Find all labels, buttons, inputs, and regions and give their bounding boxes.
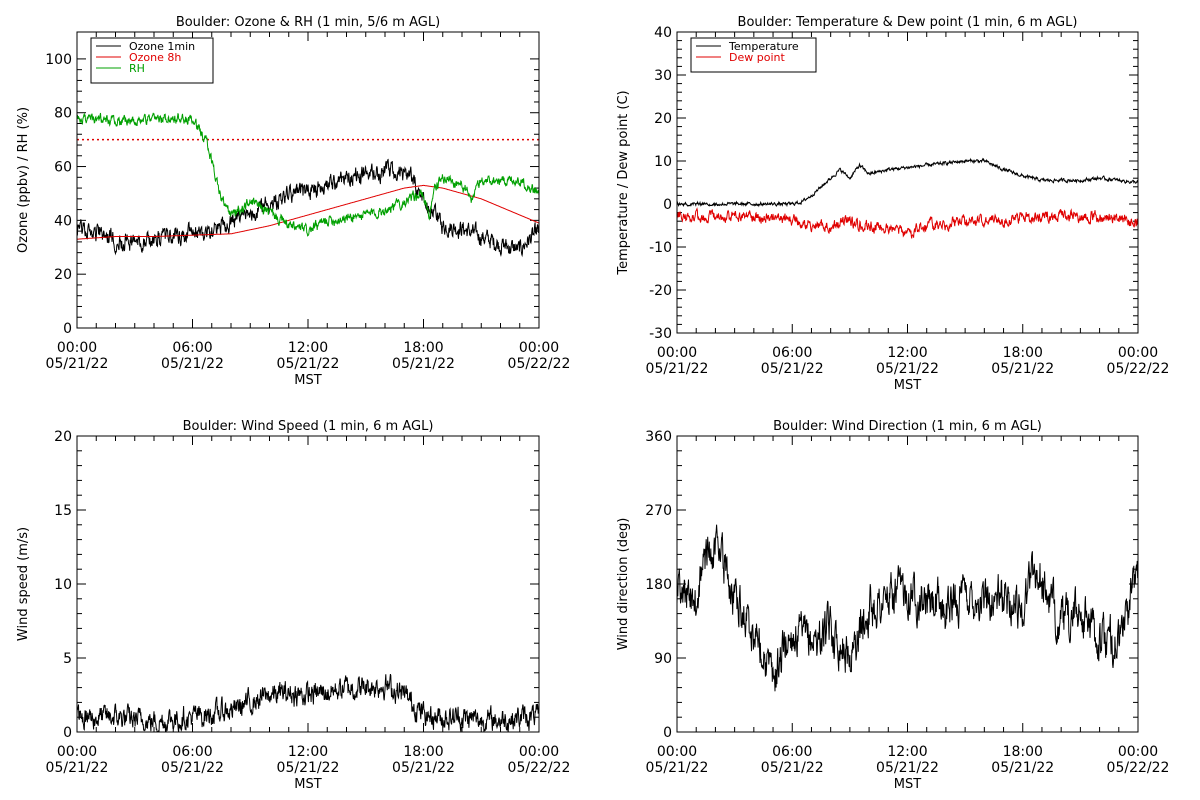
y-tick-label: 0 — [63, 321, 72, 337]
legend-label: Temperature — [728, 40, 799, 53]
x-tick-time: 00:00 — [1118, 744, 1158, 760]
legend-label: Dew point — [729, 51, 785, 64]
x-tick-time: 00:00 — [519, 340, 559, 356]
y-tick-label: 180 — [645, 577, 672, 593]
y-tick-label: -10 — [649, 240, 672, 256]
plot-frame — [676, 435, 1139, 733]
plot-frame — [676, 31, 1139, 334]
x-tick-date: 05/21/22 — [991, 361, 1054, 377]
x-tick-date: 05/21/22 — [646, 760, 709, 776]
x-tick-date: 05/21/22 — [161, 760, 224, 776]
x-tick-time: 12:00 — [887, 345, 927, 361]
x-tick-time: 00:00 — [57, 340, 97, 356]
x-axis-label: MST — [894, 378, 921, 393]
y-tick-label: 5 — [63, 651, 72, 667]
x-tick-time: 12:00 — [288, 340, 328, 356]
legend-label: Ozone 8h — [129, 51, 181, 64]
x-tick-time: 00:00 — [1118, 345, 1158, 361]
x-tick-date: 05/22/22 — [508, 356, 571, 372]
legend-label: Ozone 1min — [129, 40, 195, 53]
x-tick-time: 12:00 — [887, 744, 927, 760]
x-tick-time: 12:00 — [288, 744, 328, 760]
x-tick-time: 00:00 — [657, 345, 697, 361]
series-line-1 — [677, 524, 1138, 692]
x-tick-date: 05/21/22 — [392, 760, 455, 776]
series-line-2 — [677, 207, 1138, 239]
y-tick-label: 90 — [654, 651, 672, 667]
y-tick-label: 100 — [45, 52, 72, 68]
series-line-3 — [77, 112, 539, 237]
chart-title: Boulder: Temperature & Dew point (1 min,… — [738, 15, 1078, 30]
chart-title: Boulder: Wind Speed (1 min, 6 m AGL) — [183, 419, 434, 434]
x-tick-date: 05/21/22 — [46, 356, 109, 372]
y-axis-label: Ozone (ppbv) / RH (%) — [16, 107, 31, 253]
chart-title: Boulder: Ozone & RH (1 min, 5/6 m AGL) — [176, 15, 440, 30]
x-tick-date: 05/21/22 — [646, 361, 709, 377]
y-tick-label: 80 — [54, 106, 72, 122]
y-tick-label: -30 — [649, 326, 672, 342]
y-tick-label: 20 — [54, 267, 72, 283]
x-tick-date: 05/21/22 — [761, 760, 824, 776]
x-tick-date: 05/22/22 — [508, 760, 571, 776]
plot-frame — [76, 31, 540, 329]
x-axis-label: MST — [294, 777, 321, 792]
series-line-1 — [77, 673, 539, 732]
x-tick-date: 05/21/22 — [876, 361, 939, 377]
x-tick-time: 00:00 — [657, 744, 697, 760]
y-tick-label: 40 — [654, 25, 672, 41]
x-tick-time: 18:00 — [403, 340, 443, 356]
y-axis-label: Wind direction (deg) — [616, 518, 631, 651]
y-tick-label: -20 — [649, 283, 672, 299]
y-tick-label: 20 — [654, 111, 672, 127]
x-tick-date: 05/22/22 — [1107, 760, 1170, 776]
x-tick-date: 05/21/22 — [277, 760, 340, 776]
x-tick-date: 05/21/22 — [161, 356, 224, 372]
legend-box — [690, 37, 817, 73]
y-tick-label: 270 — [645, 503, 672, 519]
y-axis-label: Temperature / Dew point (C) — [616, 90, 631, 275]
x-tick-time: 00:00 — [57, 744, 97, 760]
y-tick-label: 30 — [654, 68, 672, 84]
x-tick-time: 18:00 — [403, 744, 443, 760]
x-tick-time: 18:00 — [1003, 744, 1043, 760]
series-line-1 — [677, 157, 1138, 208]
series-line-1 — [77, 158, 539, 258]
x-tick-time: 06:00 — [172, 744, 212, 760]
chart-panel-4: Boulder: Wind Direction (1 min, 6 m AGL)… — [616, 419, 1169, 792]
y-tick-label: 10 — [54, 577, 72, 593]
x-tick-date: 05/21/22 — [277, 356, 340, 372]
y-tick-label: 60 — [54, 160, 72, 176]
x-tick-time: 06:00 — [172, 340, 212, 356]
x-tick-time: 00:00 — [519, 744, 559, 760]
y-axis-label: Wind speed (m/s) — [16, 527, 31, 641]
x-tick-date: 05/21/22 — [46, 760, 109, 776]
x-tick-time: 18:00 — [1003, 345, 1043, 361]
y-tick-label: 0 — [663, 197, 672, 213]
x-tick-date: 05/22/22 — [1107, 361, 1170, 377]
x-axis-label: MST — [894, 777, 921, 792]
y-tick-label: 0 — [63, 725, 72, 741]
chart-panel-2: Boulder: Temperature & Dew point (1 min,… — [616, 15, 1169, 393]
chart-panel-1: Boulder: Ozone & RH (1 min, 5/6 m AGL) MS… — [16, 15, 570, 388]
x-tick-date: 05/21/22 — [876, 760, 939, 776]
chart-panel-3: Boulder: Wind Speed (1 min, 6 m AGL) MST W… — [16, 419, 570, 792]
x-tick-time: 06:00 — [772, 345, 812, 361]
y-tick-label: 10 — [654, 154, 672, 170]
y-tick-label: 20 — [54, 429, 72, 445]
legend-label: RH — [129, 62, 145, 75]
chart-title: Boulder: Wind Direction (1 min, 6 m AGL) — [773, 419, 1042, 434]
plot-frame — [76, 435, 540, 733]
series-line-2 — [77, 184, 539, 240]
x-tick-date: 05/21/22 — [761, 361, 824, 377]
y-tick-label: 360 — [645, 429, 672, 445]
x-tick-date: 05/21/22 — [991, 760, 1054, 776]
y-tick-label: 0 — [663, 725, 672, 741]
y-tick-label: 15 — [54, 503, 72, 519]
x-tick-date: 05/21/22 — [392, 356, 455, 372]
y-tick-label: 40 — [54, 213, 72, 229]
x-axis-label: MST — [294, 373, 321, 388]
x-tick-time: 06:00 — [772, 744, 812, 760]
